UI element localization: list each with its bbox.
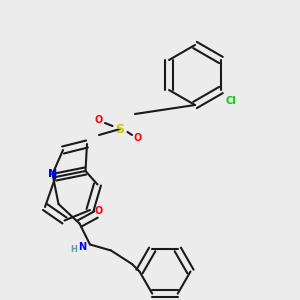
Text: S: S — [116, 122, 124, 136]
Text: H: H — [70, 244, 77, 253]
Text: Cl: Cl — [226, 96, 236, 106]
Text: N: N — [78, 242, 87, 253]
Text: O: O — [95, 206, 103, 217]
Text: O: O — [95, 115, 103, 125]
Text: O: O — [134, 133, 142, 143]
Text: N: N — [48, 169, 57, 179]
